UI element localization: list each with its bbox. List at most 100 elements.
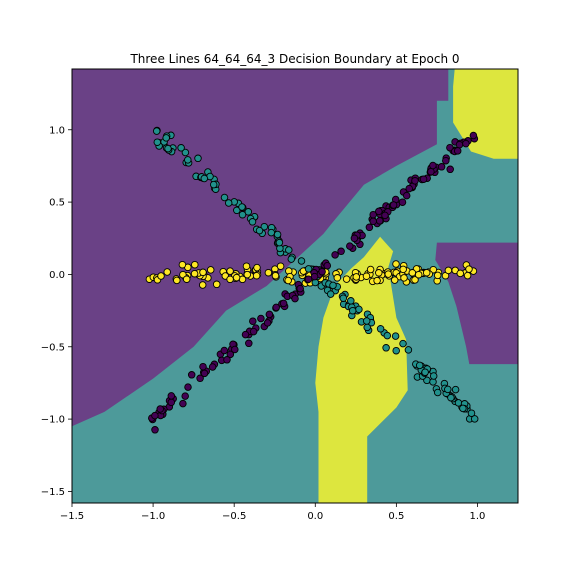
data-point-class-2 xyxy=(271,271,280,280)
data-point-class-1 xyxy=(260,222,269,231)
data-point-class-2 xyxy=(284,276,292,285)
data-point-class-2 xyxy=(400,274,408,282)
data-point-class-1 xyxy=(415,361,424,370)
data-point-class-1 xyxy=(267,228,276,237)
x-tick-label: 0.0 xyxy=(307,511,323,522)
data-point-class-0 xyxy=(245,339,253,348)
data-point-class-0 xyxy=(179,399,187,408)
data-point-class-1 xyxy=(382,344,390,352)
data-point-class-1 xyxy=(184,156,192,164)
data-point-class-2 xyxy=(463,271,472,280)
data-point-class-0 xyxy=(446,165,454,174)
data-point-class-0 xyxy=(419,175,428,183)
data-point-class-2 xyxy=(212,280,221,289)
data-point-class-0 xyxy=(405,184,413,193)
data-point-class-0 xyxy=(446,143,454,152)
data-point-class-2 xyxy=(352,273,361,281)
data-point-class-1 xyxy=(164,144,172,153)
data-point-class-0 xyxy=(291,294,299,303)
data-point-class-2 xyxy=(444,266,453,275)
data-point-class-0 xyxy=(272,303,280,312)
data-point-class-0 xyxy=(331,251,339,259)
data-point-class-0 xyxy=(455,140,464,149)
data-point-class-2 xyxy=(242,262,251,270)
data-point-class-2 xyxy=(422,268,431,277)
data-point-class-1 xyxy=(200,174,209,183)
data-point-class-1 xyxy=(238,203,246,211)
data-point-class-2 xyxy=(276,262,285,270)
data-point-class-1 xyxy=(273,230,282,239)
data-point-class-1 xyxy=(444,385,452,394)
data-point-class-2 xyxy=(232,273,241,282)
data-point-class-0 xyxy=(263,319,272,327)
region-yellow-bottom xyxy=(315,236,408,503)
data-point-class-2 xyxy=(384,270,393,278)
data-point-class-1 xyxy=(392,346,400,355)
data-point-class-2 xyxy=(243,270,252,279)
data-point-class-0 xyxy=(389,201,398,209)
data-point-class-0 xyxy=(381,211,389,220)
y-tick-label: 0.0 xyxy=(49,270,65,281)
data-point-class-1 xyxy=(285,246,293,254)
data-point-class-1 xyxy=(383,331,392,340)
data-point-class-2 xyxy=(373,276,381,285)
region-yellow-top xyxy=(453,69,518,159)
data-point-class-2 xyxy=(253,263,261,272)
data-point-class-2 xyxy=(191,260,199,269)
data-point-class-1 xyxy=(287,255,296,263)
data-point-class-0 xyxy=(453,147,462,155)
data-point-class-0 xyxy=(241,330,250,339)
data-point-class-0 xyxy=(208,363,217,371)
x-tick-label: −1.0 xyxy=(141,511,165,522)
data-point-class-0 xyxy=(310,272,319,281)
y-tick-label: 0.5 xyxy=(49,198,65,209)
data-point-class-1 xyxy=(329,281,337,290)
data-point-class-1 xyxy=(152,127,161,135)
data-point-class-0 xyxy=(265,310,274,319)
x-tick-label: −1.5 xyxy=(60,511,84,522)
data-point-class-1 xyxy=(255,226,264,235)
data-point-class-1 xyxy=(467,409,476,417)
data-point-class-2 xyxy=(173,276,181,285)
data-point-class-0 xyxy=(187,371,196,379)
data-point-class-2 xyxy=(342,275,351,283)
data-point-class-0 xyxy=(365,223,374,232)
data-point-class-0 xyxy=(249,317,257,325)
data-point-class-2 xyxy=(182,275,191,283)
data-point-class-2 xyxy=(157,272,165,280)
data-point-class-1 xyxy=(275,238,284,247)
data-point-class-0 xyxy=(323,261,332,270)
data-point-class-2 xyxy=(206,266,215,274)
data-point-class-1 xyxy=(238,210,247,219)
plot-frame xyxy=(71,68,519,504)
data-point-class-0 xyxy=(411,177,419,185)
data-point-class-2 xyxy=(163,268,171,276)
data-point-class-0 xyxy=(220,346,229,355)
data-point-class-0 xyxy=(442,156,450,165)
data-point-class-0 xyxy=(181,392,189,400)
data-point-class-2 xyxy=(226,275,234,284)
data-point-class-0 xyxy=(156,405,164,413)
data-point-class-1 xyxy=(391,332,400,340)
data-point-class-2 xyxy=(252,271,261,280)
data-point-class-1 xyxy=(404,346,413,354)
data-point-class-1 xyxy=(297,257,306,265)
data-point-class-0 xyxy=(427,167,435,176)
data-points xyxy=(145,126,479,434)
data-point-class-2 xyxy=(264,268,273,277)
data-point-class-0 xyxy=(167,392,176,400)
data-point-class-1 xyxy=(454,399,463,407)
x-tick-label: 0.5 xyxy=(388,511,404,522)
data-point-class-0 xyxy=(167,398,176,407)
data-point-class-0 xyxy=(437,163,446,171)
x-axis: −1.5 −1.0 −0.5 0.0 0.5 1.0 xyxy=(60,503,485,522)
data-point-class-1 xyxy=(447,393,455,402)
data-point-class-1 xyxy=(451,385,460,394)
data-point-class-2 xyxy=(190,269,199,278)
data-point-class-0 xyxy=(337,247,345,256)
data-point-class-0 xyxy=(279,299,288,308)
data-point-class-2 xyxy=(333,274,342,282)
data-point-class-0 xyxy=(196,374,204,383)
data-point-class-1 xyxy=(363,323,371,332)
